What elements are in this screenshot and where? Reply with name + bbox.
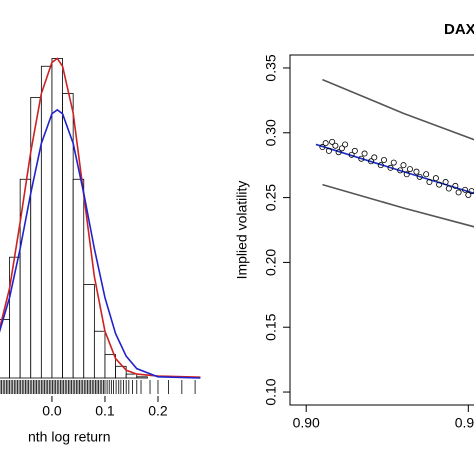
point — [342, 141, 349, 148]
point — [351, 147, 358, 154]
x-tick-label: 0.1 — [95, 403, 115, 419]
point — [361, 150, 368, 157]
point — [468, 188, 474, 195]
point — [436, 181, 443, 188]
point — [406, 166, 413, 173]
x-tick-label: 0.2 — [148, 403, 168, 419]
curve — [322, 183, 474, 228]
point — [390, 159, 397, 166]
bar — [125, 373, 138, 379]
curve — [0, 57, 201, 379]
point — [442, 179, 449, 186]
point — [329, 138, 336, 145]
point — [338, 145, 345, 152]
point — [452, 182, 459, 189]
bar — [0, 319, 10, 379]
chart-title: DAX — [444, 21, 474, 38]
bar — [115, 365, 127, 379]
point — [413, 168, 420, 175]
y-tick-label: 0.15 — [263, 313, 279, 340]
point — [400, 162, 407, 169]
point — [319, 144, 326, 151]
point — [445, 185, 452, 192]
bar — [93, 330, 106, 379]
point — [462, 186, 469, 193]
y-axis-label: Implied volatility — [234, 181, 250, 280]
bar — [72, 178, 85, 379]
curve — [315, 143, 474, 195]
bar — [40, 65, 53, 379]
curve — [322, 78, 474, 141]
point — [335, 149, 342, 156]
y-tick-label: 0.25 — [263, 184, 279, 211]
point — [377, 162, 384, 169]
point — [397, 167, 404, 174]
x-tick-label: 0.90 — [293, 415, 320, 431]
point — [387, 164, 394, 171]
point — [371, 154, 378, 161]
bar — [51, 58, 63, 379]
bar — [104, 354, 116, 379]
point — [332, 142, 339, 149]
point — [432, 175, 439, 182]
point — [325, 147, 332, 154]
point — [465, 191, 472, 198]
x-tick-label: 0.0 — [42, 403, 62, 419]
y-tick-label: 0.10 — [263, 378, 279, 405]
bar — [83, 284, 95, 379]
point — [426, 179, 433, 186]
bar — [62, 93, 74, 379]
point — [403, 171, 410, 178]
point — [322, 140, 329, 147]
y-tick-label: 0.35 — [263, 54, 279, 81]
point — [423, 171, 430, 178]
point — [348, 151, 355, 158]
point — [368, 158, 375, 165]
curve — [0, 108, 201, 379]
plot-box — [289, 54, 474, 406]
y-tick-label: 0.20 — [263, 249, 279, 276]
x-axis-label: nth log return — [28, 429, 111, 445]
point — [455, 189, 462, 196]
point — [358, 155, 365, 162]
point — [416, 173, 423, 180]
y-tick-label: 0.30 — [263, 119, 279, 146]
bar — [136, 376, 148, 379]
point — [381, 156, 388, 163]
x-tick-label: 0.95 — [455, 415, 474, 431]
